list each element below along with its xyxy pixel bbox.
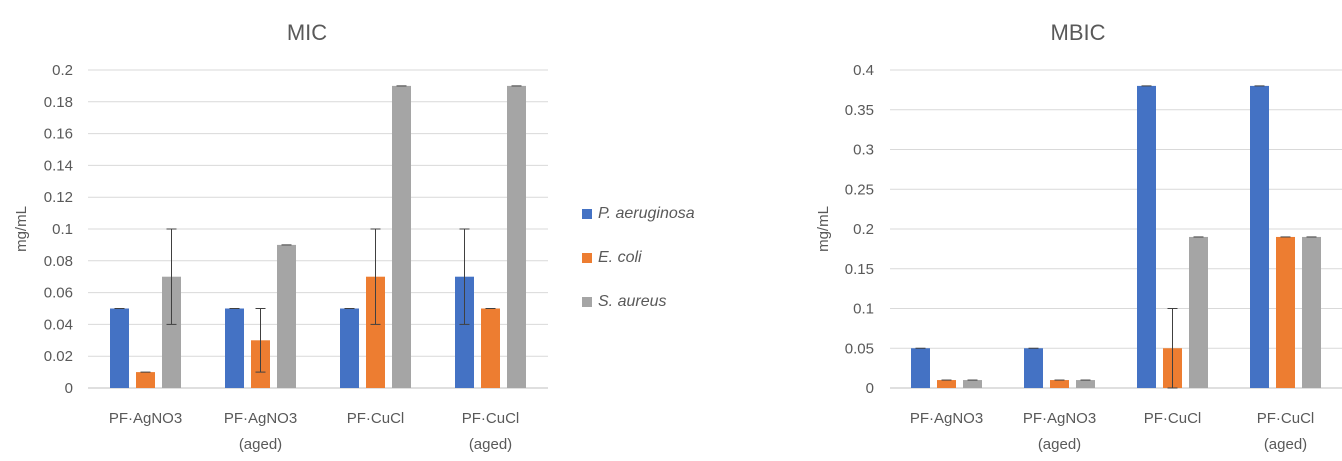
chart-mbic-bar [911, 348, 930, 388]
chart-mic-bar [366, 276, 385, 388]
chart-mic-ytick-label: 0.18 [44, 94, 73, 111]
chart-mic-ytick-label: 0.16 [44, 126, 73, 143]
chart-mbic-xtick-label: PF·CuCl [1144, 410, 1202, 427]
chart-mic-bar [481, 308, 500, 388]
chart-mbic-xtick-label: PF·AgNO3 [1023, 410, 1096, 427]
chart-mbic-ytick-label: 0 [866, 380, 874, 397]
legend-label-p-aeruginosa: P. aeruginosa [598, 205, 695, 222]
chart-mbic-ylabel: mg/mL [815, 206, 832, 252]
chart-mic-ytick-label: 0.12 [44, 189, 73, 206]
chart-mic-title: MIC [287, 20, 327, 45]
chart-mic-xtick-label: PF·CuCl [462, 410, 520, 427]
chart-mic-bar [110, 308, 129, 388]
chart-mbic-bar [937, 380, 956, 388]
chart-mbic-bar [1276, 236, 1295, 388]
chart-mbic-title: MBIC [1051, 20, 1106, 45]
chart-mic-ylabel: mg/mL [13, 206, 30, 252]
chart-mic-bar [455, 276, 474, 388]
chart-mbic-bar [1050, 380, 1069, 388]
chart-mbic-ytick-label: 0.2 [853, 221, 874, 238]
chart-mic-ytick-label: 0.1 [52, 221, 73, 238]
legend-item-e-coli: E. coli [582, 247, 695, 269]
chart-mbic-bar [1137, 85, 1156, 389]
chart-mic-ytick-label: 0 [65, 380, 73, 397]
chart-mbic-bar [1024, 348, 1043, 388]
chart-mbic-xtick-label: (aged) [1038, 436, 1081, 453]
chart-mic-bar [136, 372, 155, 388]
legend-label-e-coli: E. coli [598, 249, 642, 266]
chart-mbic-ytick-label: 0.15 [845, 261, 874, 278]
chart-mic-ytick-label: 0.04 [44, 316, 73, 333]
chart-mbic-ytick-label: 0.25 [845, 181, 874, 198]
legend-swatch-p-aeruginosa [582, 209, 592, 219]
chart-mic-xtick-label: PF·AgNO3 [224, 410, 297, 427]
chart-mbic-xtick-label: (aged) [1264, 436, 1307, 453]
chart-mic-bar [225, 308, 244, 388]
chart-mic-xtick-label: PF·CuCl [347, 410, 405, 427]
chart-mbic-bar [1076, 380, 1095, 388]
chart-mbic-bar [963, 380, 982, 388]
chart-mbic-bar [1250, 85, 1269, 389]
legend-item-s-aureus: S. aureus [582, 291, 695, 313]
chart-mbic-bar [1189, 236, 1208, 388]
chart-mic-xtick-label: PF·AgNO3 [109, 410, 182, 427]
chart-mbic-xtick-label: PF·CuCl [1257, 410, 1315, 427]
chart-mic-ytick-label: 0.06 [44, 285, 73, 302]
chart-mic-bar [340, 308, 359, 388]
chart-mic-xtick-label: (aged) [469, 436, 512, 453]
chart-mic-bar [392, 85, 411, 389]
chart-mic-ytick-label: 0.02 [44, 348, 73, 365]
legend: P. aeruginosa E. coli S. aureus [582, 203, 695, 335]
chart-mic-xtick-label: (aged) [239, 436, 282, 453]
chart-mbic-ytick-label: 0.05 [845, 340, 874, 357]
chart-mbic-xtick-label: PF·AgNO3 [910, 410, 983, 427]
chart-mic-ytick-label: 0.2 [52, 62, 73, 79]
legend-swatch-e-coli [582, 253, 592, 263]
chart-mbic-bar [1302, 236, 1321, 388]
chart-mbic-ytick-label: 0.4 [853, 62, 874, 79]
chart-mic-bar [162, 276, 181, 388]
legend-label-s-aureus: S. aureus [598, 293, 667, 310]
chart-mic-bar [507, 85, 526, 389]
chart-mic-ytick-label: 0.14 [44, 157, 73, 174]
legend-item-p-aeruginosa: P. aeruginosa [582, 203, 695, 225]
chart-mic-ytick-label: 0.08 [44, 253, 73, 270]
chart-mbic-ytick-label: 0.1 [853, 301, 874, 318]
chart-mbic-ytick-label: 0.3 [853, 142, 874, 159]
chart-mbic-ytick-label: 0.35 [845, 102, 874, 119]
legend-swatch-s-aureus [582, 297, 592, 307]
chart-mic-bar [277, 244, 296, 388]
